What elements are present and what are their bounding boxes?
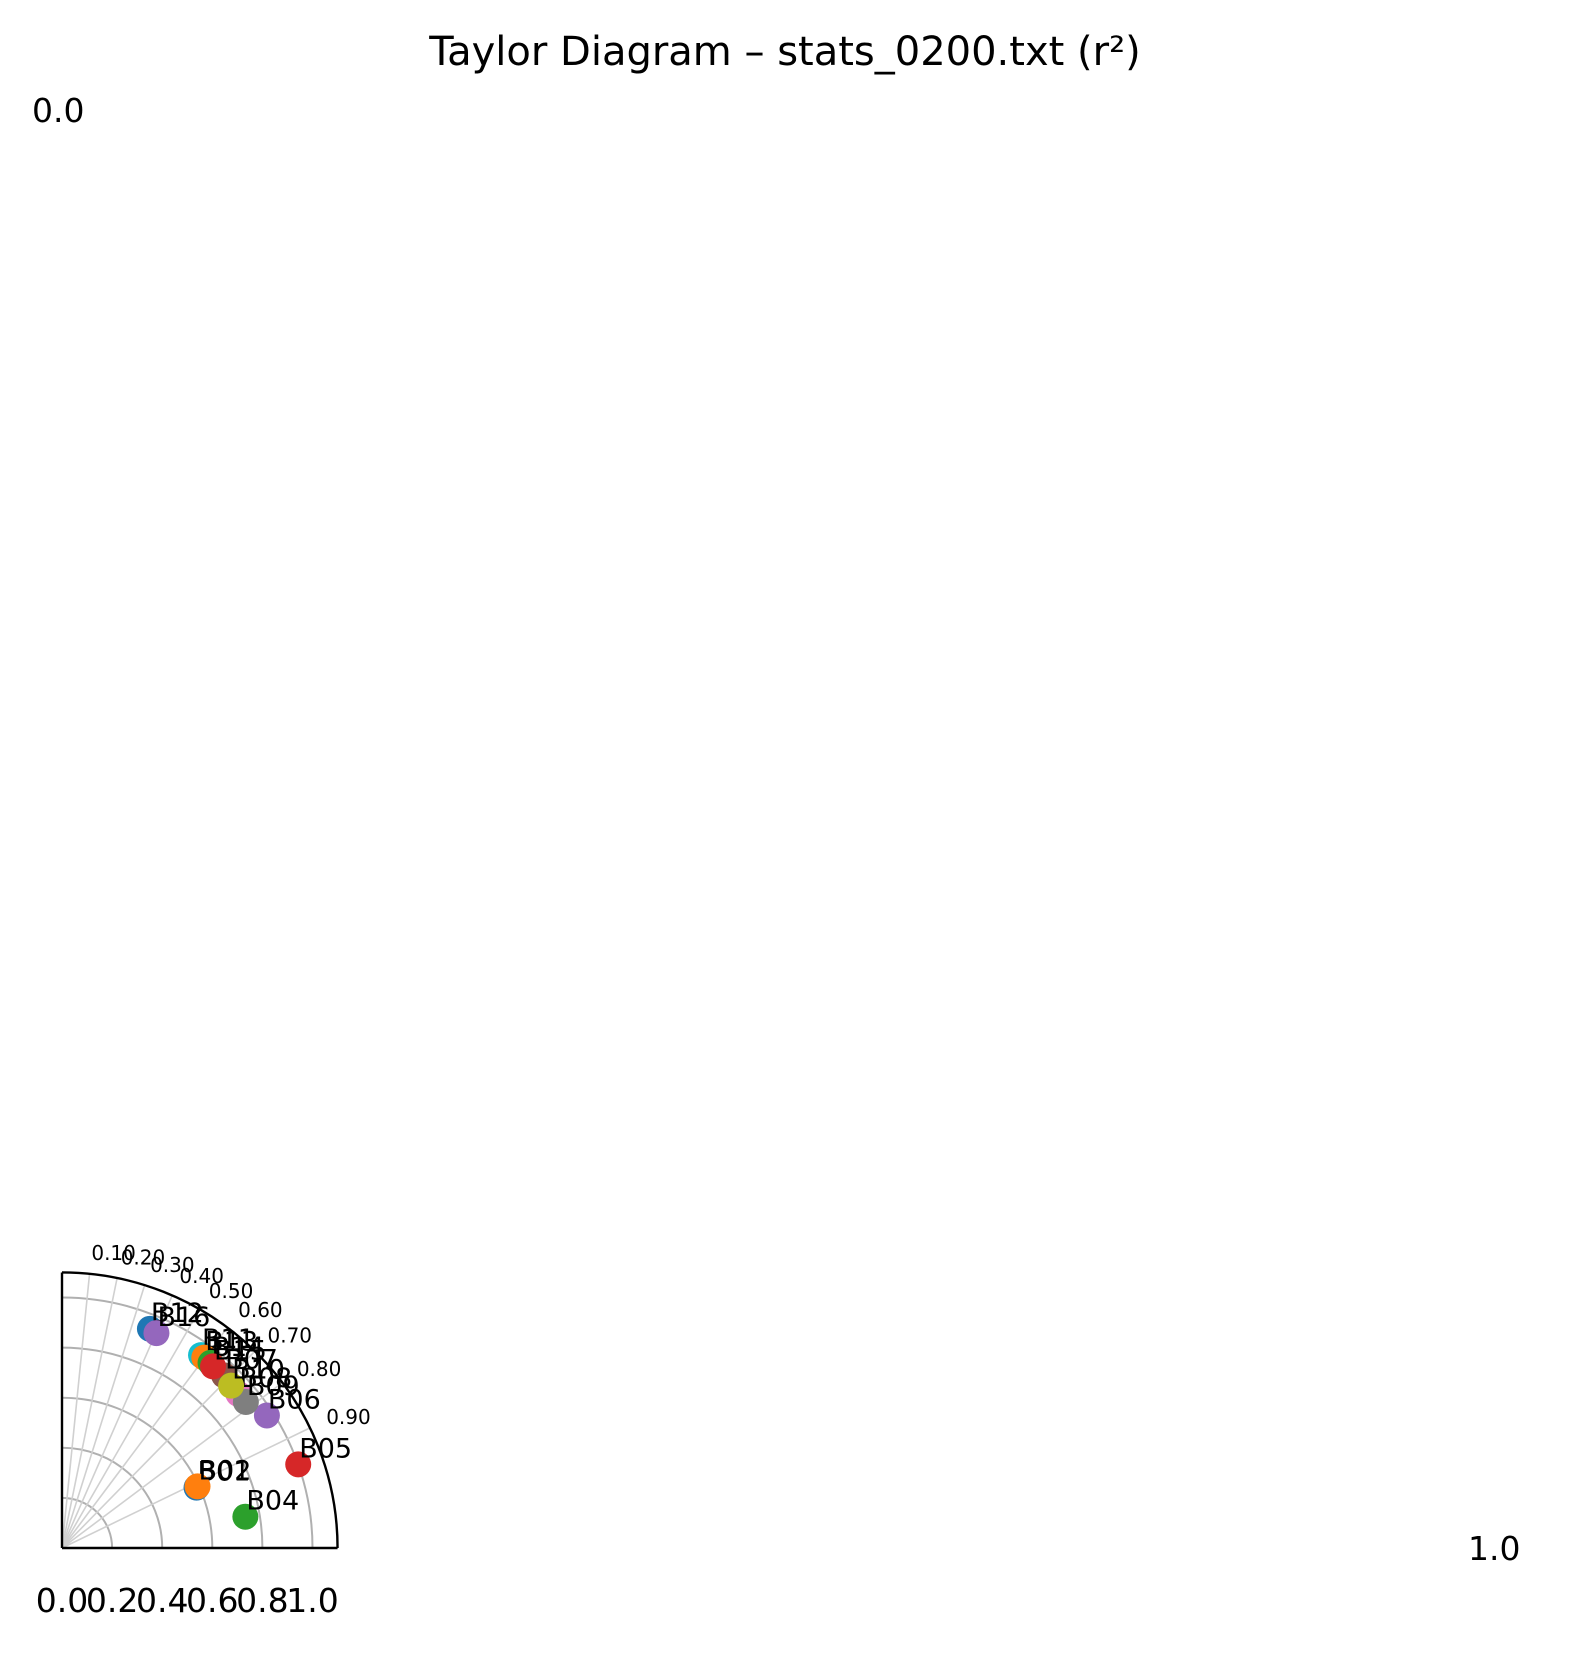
correlation-tick-label: 0.90 bbox=[326, 1405, 371, 1429]
data-point-b02 bbox=[184, 1473, 211, 1500]
data-label-b02: B02 bbox=[199, 1455, 252, 1486]
data-point-b15 bbox=[200, 1353, 227, 1380]
data-label-b04: B04 bbox=[246, 1486, 299, 1517]
correlation-tick-label: 0.20 bbox=[121, 1245, 166, 1269]
stddev-grid-arc bbox=[61, 1346, 264, 1549]
angular-label-top: 0.0 bbox=[32, 91, 84, 130]
correlation-tick-label: 0.10 bbox=[91, 1241, 136, 1265]
correlation-tick-label: 0.60 bbox=[238, 1298, 283, 1322]
stddev-grid-arc bbox=[61, 1296, 314, 1549]
tick-labels: 0.0 1.0 0.100.200.300.400.500.600.700.80… bbox=[32, 91, 1520, 1620]
data-points: B01B02B04B05B06B07B08B09B10B11B12B13B14B… bbox=[136, 1298, 352, 1530]
correlation-tick-label: 0.40 bbox=[179, 1264, 224, 1288]
correlation-tick-label: 0.70 bbox=[267, 1323, 312, 1347]
correlation-tick-label: 0.50 bbox=[209, 1279, 254, 1303]
x-tick-label: 1.0 bbox=[286, 1581, 338, 1620]
data-label-b08: B08 bbox=[239, 1363, 292, 1394]
data-point-b16 bbox=[143, 1320, 170, 1347]
angular-label-right: 1.0 bbox=[1468, 1529, 1520, 1568]
data-label-b05: B05 bbox=[299, 1433, 352, 1464]
data-point-b10 bbox=[218, 1372, 245, 1399]
correlation-ray bbox=[61, 1308, 201, 1549]
data-label-b09: B09 bbox=[247, 1371, 300, 1402]
correlation-ray bbox=[61, 1273, 91, 1549]
correlation-tick-label: 0.80 bbox=[297, 1357, 342, 1381]
correlation-ray bbox=[61, 1284, 146, 1549]
data-label-b16: B16 bbox=[157, 1302, 210, 1333]
correlation-tick-label: 0.30 bbox=[150, 1253, 195, 1277]
data-point-b04 bbox=[232, 1503, 259, 1530]
x-tick-label: 0.0 bbox=[36, 1581, 88, 1620]
stddev-grid-arc bbox=[61, 1396, 214, 1549]
x-tick-label: 0.6 bbox=[186, 1581, 238, 1620]
data-point-b06 bbox=[253, 1402, 280, 1429]
outer-arc bbox=[61, 1271, 339, 1549]
data-label-b15: B15 bbox=[214, 1335, 267, 1366]
data-label-b06: B06 bbox=[268, 1384, 321, 1415]
data-point-b05 bbox=[285, 1451, 312, 1478]
x-tick-label: 0.4 bbox=[136, 1581, 188, 1620]
axes-frame bbox=[60, 1271, 339, 1550]
chart-title: Taylor Diagram – stats_0200.txt (r²) bbox=[428, 29, 1140, 75]
x-tick-label: 0.2 bbox=[86, 1581, 138, 1620]
data-label-b07: B07 bbox=[225, 1344, 278, 1375]
x-tick-label: 0.8 bbox=[236, 1581, 288, 1620]
correlation-ray bbox=[61, 1277, 118, 1549]
data-label-b10: B10 bbox=[232, 1355, 285, 1386]
